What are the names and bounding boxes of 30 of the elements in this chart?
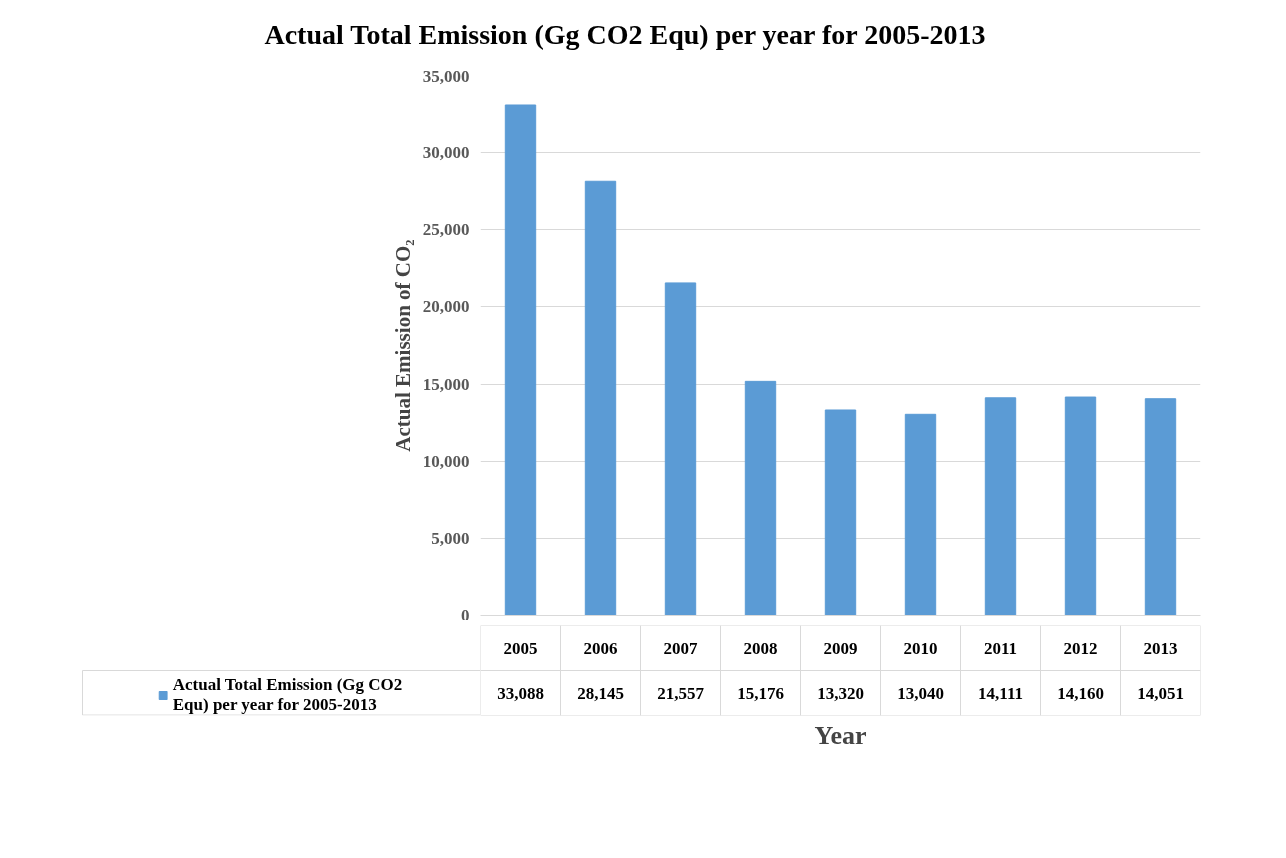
y-tick-label: 0 (461, 605, 470, 625)
y-tick-label: 25,000 (422, 220, 470, 240)
data-label: 14,160 (1057, 683, 1104, 703)
data-label: 21,557 (657, 683, 705, 703)
x-tick-label: 2007 (663, 638, 698, 658)
x-tick-label: 2005 (503, 638, 538, 658)
x-tick-label: 2008 (743, 638, 778, 658)
legend-label: Actual Total Emission (Gg CO2 Equ) per year for 2005-2013 (172, 675, 403, 715)
y-axis-title: Actual Emission of CO₂ (390, 239, 415, 452)
y-tick-label: 5,000 (431, 528, 470, 548)
x-tick-label: 2010 (903, 638, 938, 658)
data-label: 13,040 (897, 683, 944, 703)
data-label: 14,051 (1137, 683, 1184, 703)
y-tick-label: 15,000 (422, 374, 470, 394)
data-label: 33,088 (497, 683, 544, 703)
y-tick-label: 10,000 (422, 451, 470, 471)
y-tick-label: 35,000 (422, 66, 470, 86)
x-tick-label: 2006 (583, 638, 618, 658)
data-label: 13,320 (817, 683, 864, 703)
data-label: 15,176 (737, 683, 784, 703)
y-tick-label: 30,000 (422, 143, 470, 163)
chart-title: Actual Total Emission (Gg CO2 Equ) per year for 2005-2013 (264, 18, 986, 52)
y-tick-label: 20,000 (422, 297, 470, 317)
x-tick-label: 2009 (823, 638, 858, 658)
data-label: 14,111 (978, 683, 1023, 703)
x-tick-label: 2012 (1063, 638, 1098, 658)
data-label: 28,145 (577, 683, 624, 703)
x-axis-title: Year (814, 720, 867, 750)
x-tick-label: 2013 (1143, 638, 1178, 658)
x-tick-label: 2011 (983, 638, 1018, 658)
